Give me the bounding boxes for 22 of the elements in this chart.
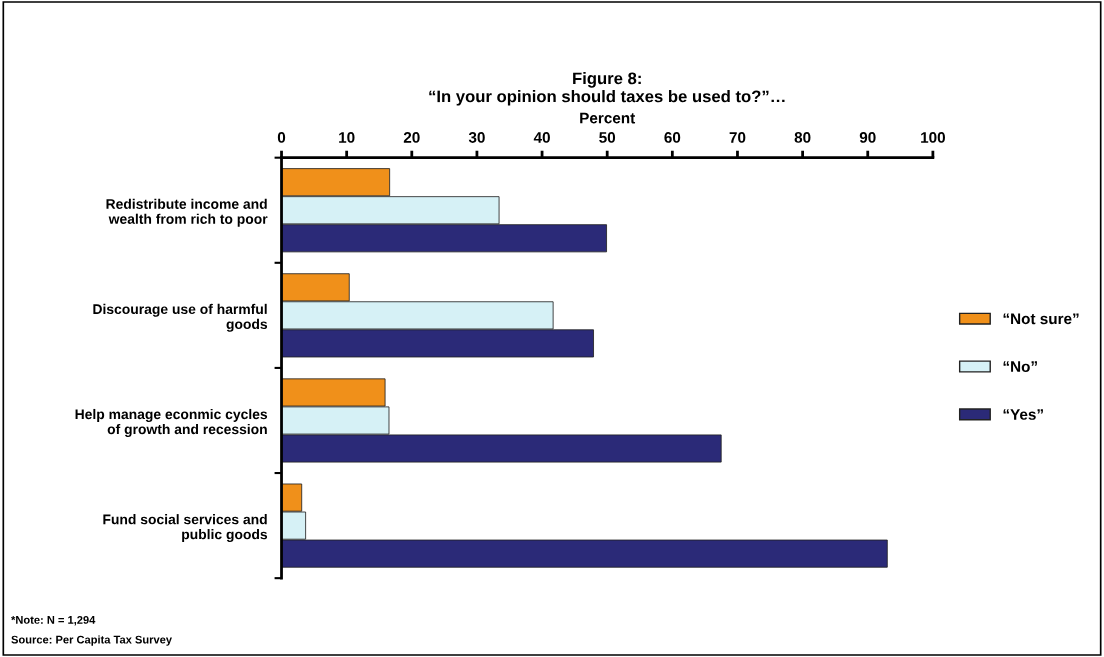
x-axis-title: Percent — [580, 112, 636, 124]
y-tick-label: Discourage use of harmful goods — [93, 303, 268, 332]
y-tick-label: Fund social services and public goods — [103, 514, 268, 543]
legend-label: “Not sure” — [1003, 313, 1079, 325]
x-tick-label: 80 — [794, 132, 811, 143]
y-tick-label: Redistribute income and wealth from rich to poor — [106, 198, 268, 227]
x-tick-label: 10 — [339, 132, 355, 143]
x-tick-label: 90 — [859, 132, 876, 143]
text: *Note: N = 1,294 — [11, 615, 96, 626]
y-tick-label: Help manage econmic cycles of growth and recession — [75, 408, 268, 437]
x-tick-label: 70 — [729, 132, 746, 143]
source-note: Source: Per Capita Tax Survey — [11, 635, 172, 646]
legend-label: “Yes” — [1003, 409, 1043, 420]
chart-title: Figure 8: “In your opinion should taxes be used to?”… — [429, 72, 785, 106]
x-tick-label: 30 — [468, 132, 485, 143]
x-tick-label: 0 — [277, 132, 286, 143]
x-tick-label: 100 — [921, 132, 945, 143]
x-tick-label: 20 — [403, 132, 420, 143]
x-tick-label: 50 — [599, 132, 616, 143]
x-tick-label: 60 — [664, 132, 681, 143]
legend-label: “No” — [1003, 361, 1037, 373]
x-tick-label: 40 — [533, 132, 550, 143]
